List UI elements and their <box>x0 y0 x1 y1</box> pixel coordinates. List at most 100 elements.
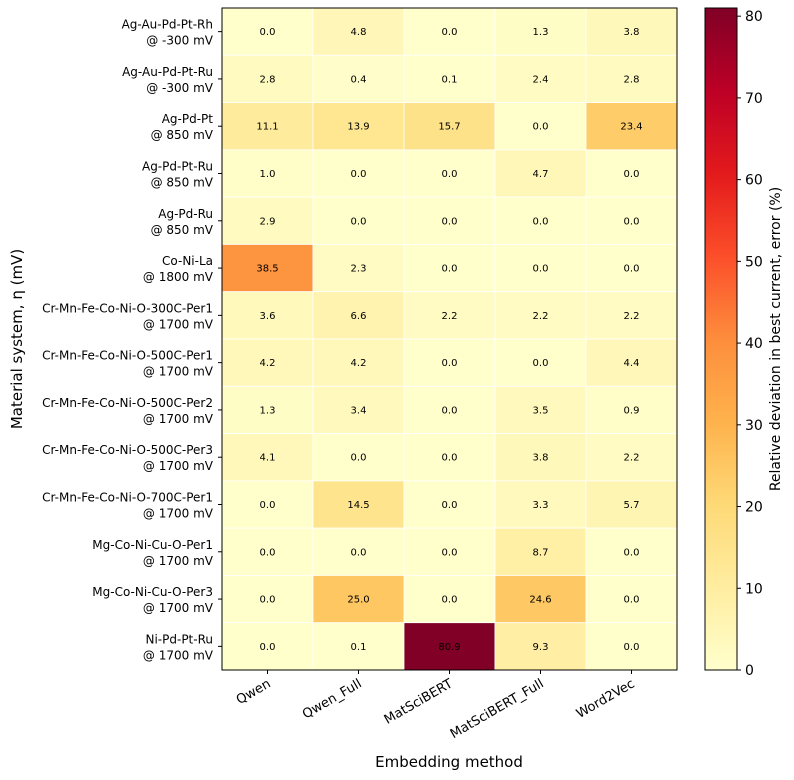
cell-value-label: 1.0 <box>260 169 276 180</box>
heatmap-cell <box>585 385 678 434</box>
cell-value-label: 3.8 <box>533 453 549 464</box>
heatmap-cell <box>585 622 678 671</box>
cell-value-label: 0.0 <box>260 500 276 511</box>
y-tick-label-system: Cr-Mn-Fe-Co-Ni-O-300C-Per1 <box>42 301 213 315</box>
y-tick-label-system: Cr-Mn-Fe-Co-Ni-O-500C-Per1 <box>42 349 213 363</box>
y-tick-label-system: Ag-Pd-Pt-Ru <box>142 160 213 174</box>
cell-value-label: 0.0 <box>442 595 458 606</box>
heatmap-cell <box>221 575 314 624</box>
y-tick-label-potential: @ 850 mV <box>151 128 214 142</box>
heatmap-cell <box>585 7 678 56</box>
colorbar-tick-label: 80 <box>745 9 763 25</box>
y-tick-label-potential: @ 1700 mV <box>143 365 214 379</box>
cell-value-label: 8.7 <box>533 547 549 558</box>
heatmap-cell <box>494 149 587 198</box>
y-axis-label: Material system, η (mV) <box>8 249 26 429</box>
cell-value-label: 0.0 <box>624 169 640 180</box>
heatmap-cells <box>221 7 678 671</box>
cell-value-label: 0.0 <box>351 169 367 180</box>
heatmap-cell <box>403 149 496 198</box>
colorbar-tick-label: 20 <box>745 500 763 516</box>
heatmap-cell <box>221 196 314 245</box>
heatmap-cell <box>221 527 314 576</box>
heatmap-cell <box>221 622 314 671</box>
y-tick-label-potential: @ -300 mV <box>146 34 214 48</box>
cell-value-label: 4.1 <box>260 453 276 464</box>
colorbar-ticks: 0 10 20 30 40 50 60 70 80 <box>737 9 763 679</box>
cell-value-label: 14.5 <box>347 500 369 511</box>
heatmap-cell <box>585 196 678 245</box>
y-tick-label-potential: @ 850 mV <box>151 223 214 237</box>
colorbar-tick-label: 60 <box>745 173 763 189</box>
cell-value-label: 2.2 <box>533 311 549 322</box>
x-tick-label: MatSciBERT_Full <box>448 676 547 742</box>
y-tick-label-system: Cr-Mn-Fe-Co-Ni-O-500C-Per3 <box>42 443 213 457</box>
cell-value-label: 0.0 <box>442 358 458 369</box>
heatmap-cell <box>585 149 678 198</box>
heatmap-cell <box>312 385 405 434</box>
cell-value-label: 2.9 <box>260 216 276 227</box>
cell-value-label: 11.1 <box>256 122 278 133</box>
x-tick-label: Word2Vec <box>574 676 638 721</box>
heatmap-cell <box>494 102 587 151</box>
y-tick-label-potential: @ 1700 mV <box>143 554 214 568</box>
heatmap-cell <box>494 338 587 387</box>
heatmap-cell <box>585 54 678 103</box>
heatmap-cell <box>494 244 587 293</box>
x-tick-label: Qwen_Full <box>300 676 365 722</box>
colorbar-tick-label: 50 <box>745 254 763 270</box>
cell-value-label: 2.3 <box>351 264 367 275</box>
cell-value-label: 0.0 <box>260 642 276 653</box>
colorbar <box>704 7 738 671</box>
y-tick-label-system: Mg-Co-Ni-Cu-O-Per1 <box>92 538 213 552</box>
x-axis-label: Embedding method <box>375 753 523 771</box>
y-tick-label-system: Ag-Au-Pd-Pt-Rh <box>122 18 213 32</box>
y-tick-label-potential: @ 1700 mV <box>143 412 214 426</box>
cell-value-label: 1.3 <box>533 27 549 38</box>
cell-value-label: 0.0 <box>624 547 640 558</box>
y-tick-label-system: Mg-Co-Ni-Cu-O-Per3 <box>92 585 213 599</box>
cell-value-label: 0.0 <box>442 500 458 511</box>
cell-value-label: 5.7 <box>624 500 640 511</box>
heatmap-cell <box>403 622 496 671</box>
y-tick-label-potential: @ 1700 mV <box>143 648 214 662</box>
cell-value-label: 2.2 <box>624 311 640 322</box>
cell-value-label: 0.0 <box>260 27 276 38</box>
y-tick-label-system: Ag-Pd-Pt <box>162 112 214 126</box>
cell-value-label: 13.9 <box>347 122 369 133</box>
heatmap-cell <box>221 433 314 482</box>
heatmap-cell <box>585 433 678 482</box>
cell-value-label: 2.2 <box>624 453 640 464</box>
cell-value-label: 0.0 <box>351 547 367 558</box>
heatmap-cell <box>585 480 678 529</box>
cell-value-label: 3.3 <box>533 500 549 511</box>
heatmap-cell <box>403 244 496 293</box>
y-tick-label-potential: @ 850 mV <box>151 176 214 190</box>
y-tick-label-potential: @ 1700 mV <box>143 459 214 473</box>
cell-value-label: 2.4 <box>533 74 549 85</box>
cell-value-label: 0.0 <box>442 216 458 227</box>
cell-value-label: 23.4 <box>620 122 642 133</box>
colorbar-tick-label: 70 <box>745 91 763 107</box>
cell-value-label: 2.8 <box>260 74 276 85</box>
heatmap-cell <box>494 7 587 56</box>
cell-value-label: 0.0 <box>624 595 640 606</box>
cell-value-label: 0.0 <box>533 216 549 227</box>
cell-value-label: 4.8 <box>351 27 367 38</box>
cell-value-label: 80.9 <box>438 642 460 653</box>
cell-value-label: 0.0 <box>442 453 458 464</box>
heatmap-cell <box>494 433 587 482</box>
colorbar-tick-label: 10 <box>745 581 763 597</box>
colorbar-tick-label: 0 <box>745 663 754 679</box>
cell-value-label: 6.6 <box>351 311 367 322</box>
cell-value-label: 1.3 <box>260 405 276 416</box>
y-tick-label-system: Cr-Mn-Fe-Co-Ni-O-700C-Per1 <box>42 491 213 505</box>
heatmap-cell <box>312 102 405 151</box>
cell-value-label: 3.5 <box>533 405 549 416</box>
heatmap-cell <box>221 338 314 387</box>
x-tick-label: Qwen <box>234 676 274 708</box>
y-tick-label-potential: @ 1800 mV <box>143 270 214 284</box>
y-tick-label-potential: @ 1700 mV <box>143 317 214 331</box>
heatmap-cell <box>403 385 496 434</box>
